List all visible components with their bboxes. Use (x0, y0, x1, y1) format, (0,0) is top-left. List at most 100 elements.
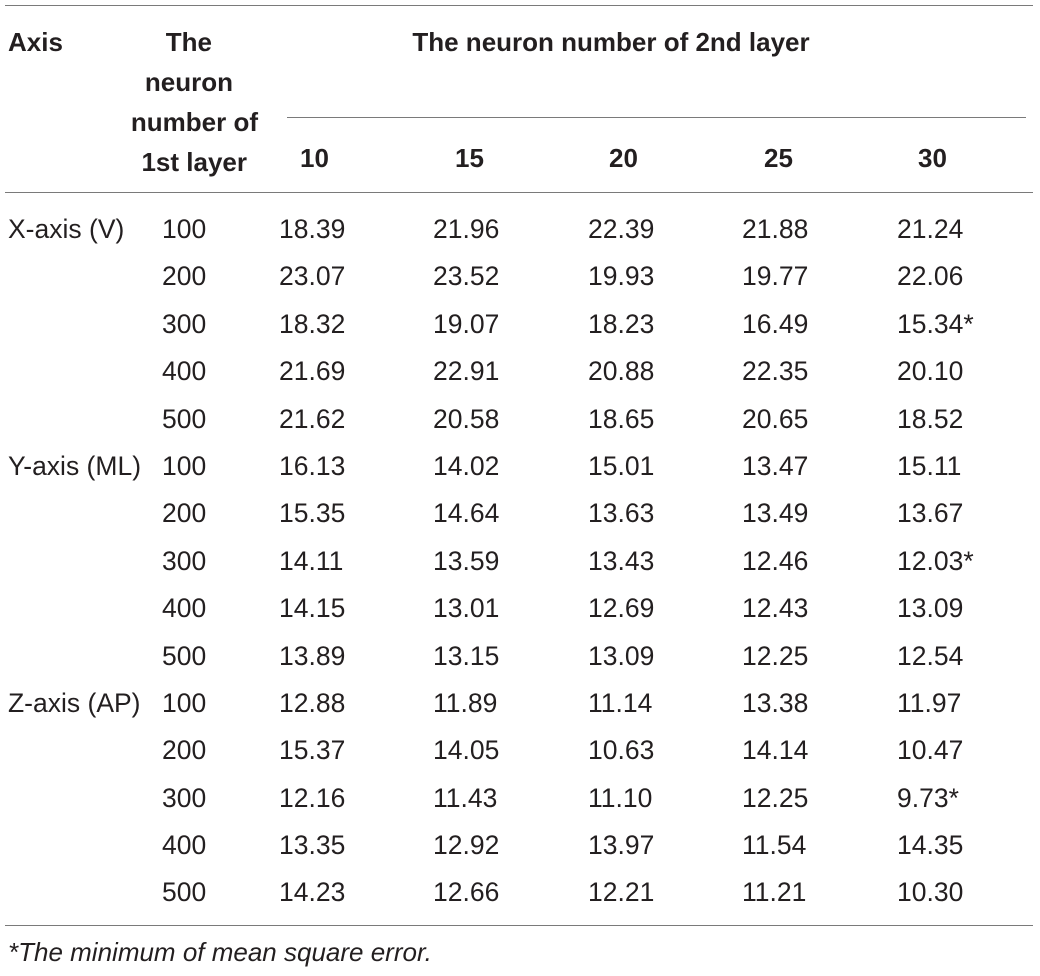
value-cell: 10.63 (588, 735, 655, 766)
header-axis: Axis (8, 27, 63, 57)
header-first-layer-line: neuron (144, 67, 233, 97)
column-header: 25 (764, 143, 793, 173)
value-cell: 13.09 (897, 593, 964, 624)
first-layer-cell: 300 (162, 782, 207, 813)
first-layer-cell: 500 (162, 403, 207, 434)
value-cell: 12.43 (742, 593, 809, 624)
value-cell: 13.35 (279, 830, 346, 861)
value-cell: 12.66 (433, 877, 500, 908)
spanner-rule (287, 117, 1026, 118)
value-cell: 21.24 (897, 214, 964, 244)
table-row: 500 21.62 20.58 18.65 20.65 18.52 (0, 396, 1040, 443)
value-cell: 21.62 (279, 403, 346, 434)
table-row: 500 13.89 13.15 13.09 12.25 12.54 (0, 633, 1040, 680)
value-cell: 20.88 (588, 356, 655, 387)
value-cell: 21.88 (742, 214, 809, 244)
value-cell: 12.03* (897, 545, 974, 576)
header-second-layer: The neuron number of 2nd layer (288, 22, 994, 62)
value-cell: 21.96 (433, 214, 500, 244)
first-layer-cell: 200 (162, 498, 207, 529)
value-cell: 13.63 (588, 498, 655, 529)
value-cell: 13.47 (742, 450, 809, 481)
first-layer-cell: 100 (162, 214, 207, 244)
value-cell: 22.06 (897, 261, 964, 292)
value-cell: 14.15 (279, 593, 346, 624)
first-layer-cell: 400 (162, 593, 207, 624)
value-cell: 12.25 (742, 782, 809, 813)
value-cell: 22.39 (588, 214, 655, 244)
table-row: 200 15.37 14.05 10.63 14.14 10.47 (0, 727, 1040, 774)
value-cell: 23.52 (433, 261, 500, 292)
header-first-layer-line: The (165, 27, 212, 57)
column-header: 10 (300, 143, 329, 173)
table-row: 400 13.35 12.92 13.97 11.54 14.35 (0, 822, 1040, 869)
value-cell: 13.67 (897, 498, 964, 529)
value-cell: 13.49 (742, 498, 809, 529)
table-row: 200 23.07 23.52 19.93 19.77 22.06 (0, 253, 1040, 300)
value-cell: 11.89 (433, 687, 498, 718)
value-cell: 15.35 (279, 498, 346, 529)
value-cell: 10.30 (897, 877, 964, 908)
value-cell: 12.54 (897, 640, 964, 671)
value-cell: 14.02 (433, 450, 500, 481)
value-cell: 20.10 (897, 356, 964, 387)
value-cell: 23.07 (279, 261, 346, 292)
value-cell: 18.32 (279, 308, 346, 339)
value-cell: 13.59 (433, 545, 500, 576)
table-row: 400 21.69 22.91 20.88 22.35 20.10 (0, 348, 1040, 395)
value-cell: 12.69 (588, 593, 655, 624)
value-cell: 20.65 (742, 403, 809, 434)
value-cell: 18.39 (279, 214, 346, 244)
value-cell: 11.97 (897, 687, 962, 718)
table-body: X-axis (V) 100 18.39 21.96 22.39 21.88 2… (0, 206, 1040, 917)
value-cell: 13.38 (742, 687, 809, 718)
value-cell: 15.11 (897, 450, 962, 481)
value-cell: 12.21 (588, 877, 655, 908)
value-cell: 16.13 (279, 450, 346, 481)
value-cell: 22.35 (742, 356, 809, 387)
value-cell: 21.69 (279, 356, 346, 387)
value-cell: 15.37 (279, 735, 346, 766)
value-cell: 19.77 (742, 261, 809, 292)
header-first-layer: The neuron number of 1st layer (92, 22, 258, 182)
value-cell: 18.65 (588, 403, 655, 434)
value-cell: 22.91 (433, 356, 500, 387)
table-row: 300 18.32 19.07 18.23 16.49 15.34* (0, 301, 1040, 348)
value-cell: 11.21 (742, 877, 807, 908)
table-row: Z-axis (AP) 100 12.88 11.89 11.14 13.38 … (0, 680, 1040, 727)
first-layer-cell: 300 (162, 545, 207, 576)
value-cell: 18.23 (588, 308, 655, 339)
value-cell: 15.34* (897, 308, 974, 339)
first-layer-cell: 100 (162, 687, 207, 718)
axis-cell: X-axis (V) (8, 214, 125, 244)
value-cell: 14.11 (279, 545, 344, 576)
header-first-layer-line: number of (130, 107, 258, 137)
value-cell: 11.14 (588, 687, 653, 718)
bottom-rule (5, 925, 1033, 926)
table-row: 300 14.11 13.59 13.43 12.46 12.03* (0, 538, 1040, 585)
table-row: 400 14.15 13.01 12.69 12.43 13.09 (0, 585, 1040, 632)
header-first-layer-line: 1st layer (141, 147, 247, 177)
value-cell: 13.01 (433, 593, 500, 624)
first-layer-cell: 500 (162, 877, 207, 908)
first-layer-cell: 400 (162, 356, 207, 387)
column-header: 30 (918, 143, 947, 173)
value-cell: 13.15 (433, 640, 500, 671)
column-header: 15 (455, 143, 484, 173)
value-cell: 19.93 (588, 261, 655, 292)
value-cell: 16.49 (742, 308, 809, 339)
value-cell: 9.73* (897, 782, 959, 813)
value-cell: 14.23 (279, 877, 346, 908)
axis-cell: Y-axis (ML) (8, 450, 142, 481)
table-row: X-axis (V) 100 18.39 21.96 22.39 21.88 2… (0, 206, 1040, 253)
value-cell: 13.89 (279, 640, 346, 671)
value-cell: 12.25 (742, 640, 809, 671)
value-cell: 20.58 (433, 403, 500, 434)
value-cell: 14.05 (433, 735, 500, 766)
header-second-layer-label: The neuron number of 2nd layer (412, 27, 810, 57)
value-cell: 13.43 (588, 545, 655, 576)
axis-cell: Z-axis (AP) (8, 687, 141, 718)
first-layer-cell: 200 (162, 261, 207, 292)
value-cell: 12.92 (433, 830, 500, 861)
value-cell: 19.07 (433, 308, 500, 339)
